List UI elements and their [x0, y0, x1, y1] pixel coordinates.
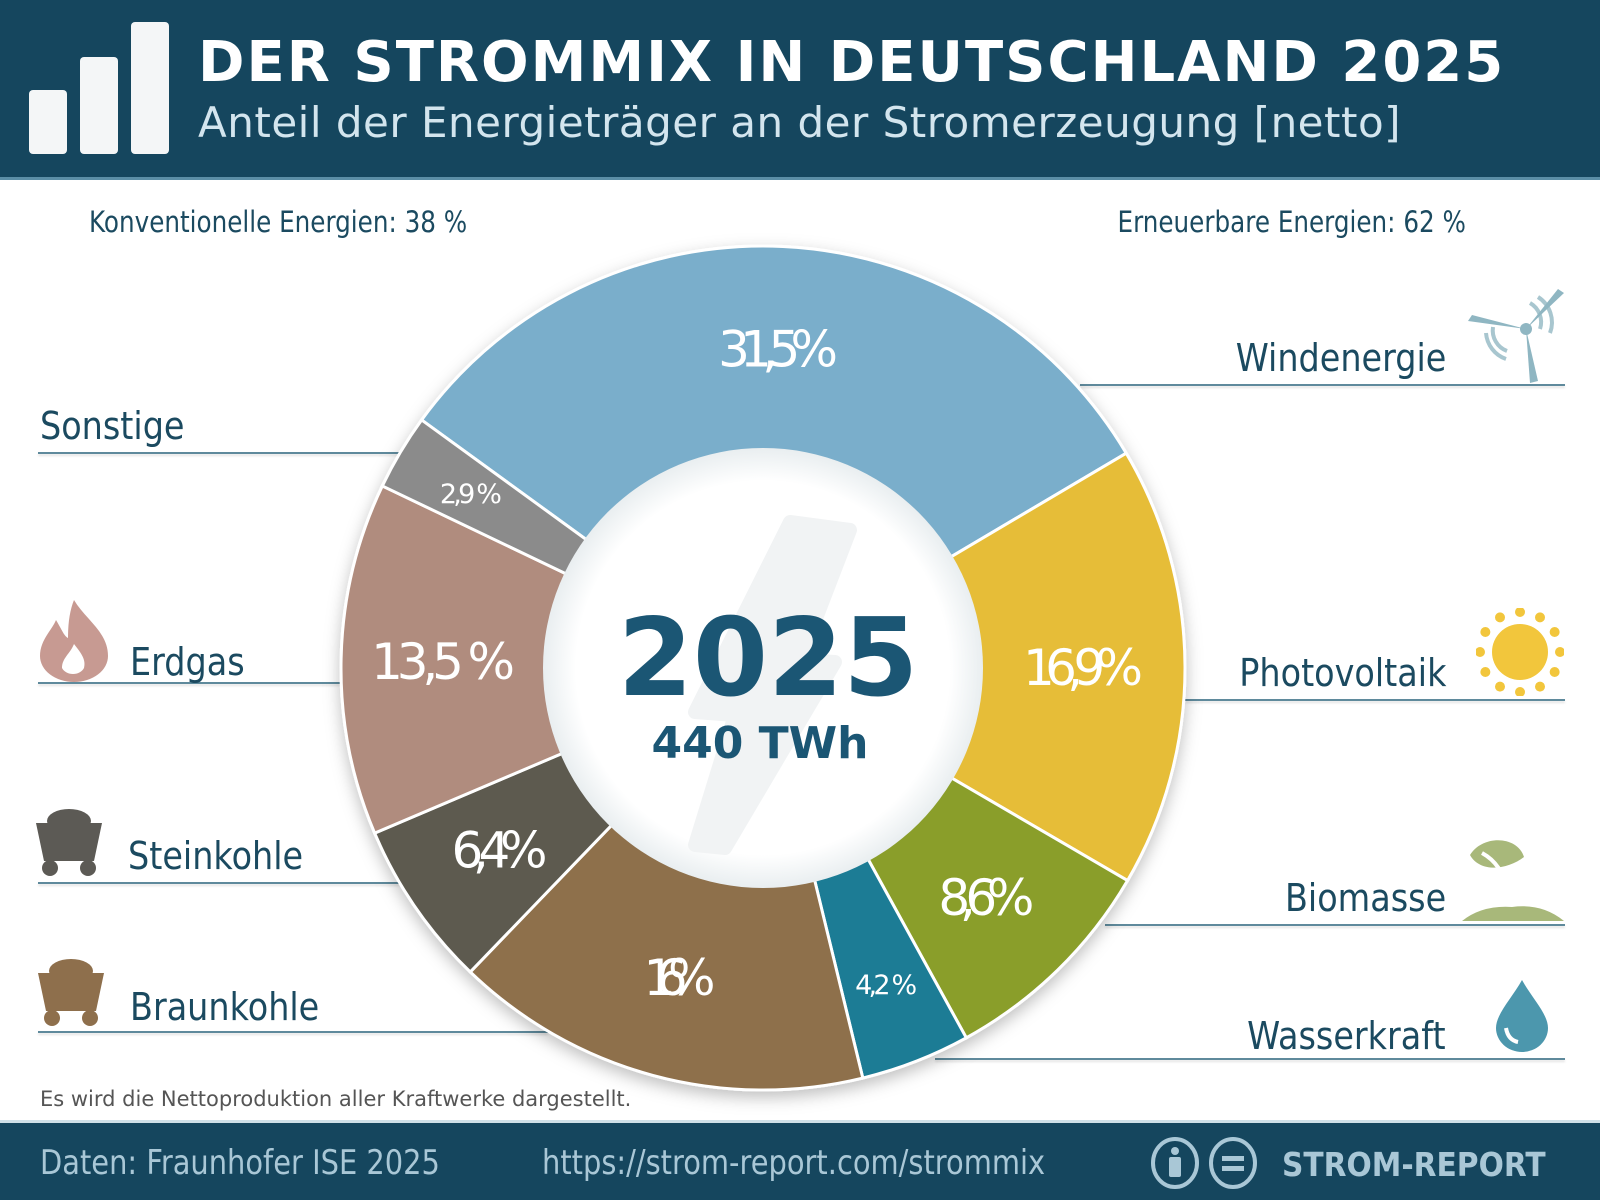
- data-source: Daten: Fraunhofer ISE 2025: [40, 1143, 440, 1183]
- cc-nd-icon: [1209, 1137, 1257, 1189]
- label-braunkohle: Braunkohle: [130, 985, 320, 1029]
- footer: Daten: Fraunhofer ISE 2025 https://strom…: [0, 1120, 1600, 1200]
- leader-line-windenergie: [1080, 384, 1565, 386]
- data-label-photovoltaik: 16,9%: [1023, 639, 1143, 697]
- mine-cart-icon: [36, 809, 102, 876]
- flame-icon: [40, 600, 108, 682]
- center-year: 2025: [618, 596, 919, 721]
- data-label-braunkohle: 16%: [644, 949, 716, 1007]
- leader-line-braunkohle: [38, 1031, 548, 1033]
- data-label-windenergie: 31,5%: [718, 320, 838, 378]
- leader-line-sonstige: [38, 452, 400, 454]
- page-title: DER STROMMIX IN DEUTSCHLAND 2025: [198, 30, 1506, 95]
- label-windenergie: Windenergie: [1235, 336, 1446, 380]
- header: DER STROMMIX IN DEUTSCHLAND 2025 Anteil …: [0, 0, 1600, 180]
- data-label-wasserkraft: 4,2 %: [855, 970, 917, 1001]
- leader-line-steinkohle: [38, 882, 400, 884]
- data-label-steinkohle: 6,4%: [451, 822, 547, 880]
- leader-line-photovoltaik: [1185, 699, 1565, 701]
- label-erdgas: Erdgas: [130, 640, 245, 684]
- leader-line-wasserkraft: [935, 1058, 1565, 1060]
- brand-logo: STROM-REPORT: [1282, 1145, 1546, 1184]
- water-drop-icon: [1496, 980, 1548, 1052]
- source-link[interactable]: https://strom-report.com/strommix: [542, 1143, 1046, 1183]
- lightning-bolt-icon: [688, 515, 857, 855]
- conventional-share: Konventionelle Energien: 38 %: [89, 205, 468, 239]
- footnote: Es wird die Nettoproduktion aller Kraftw…: [40, 1087, 632, 1111]
- data-label-sonstige: 2,9 %: [440, 479, 502, 510]
- cc-by-icon: [1151, 1137, 1199, 1189]
- page-subtitle: Anteil der Energieträger an der Stromerz…: [198, 98, 1402, 147]
- bar-chart-icon: [29, 22, 169, 154]
- label-biomasse: Biomasse: [1284, 876, 1446, 920]
- label-wasserkraft: Wasserkraft: [1247, 1014, 1446, 1058]
- renewable-share: Erneuerbare Energien: 62 %: [1117, 205, 1466, 239]
- leader-line-biomasse: [1105, 924, 1565, 926]
- leader-line-erdgas: [38, 682, 348, 684]
- mine-cart-icon: [38, 959, 104, 1026]
- plant-icon: [1462, 840, 1564, 921]
- label-photovoltaik: Photovoltaik: [1238, 651, 1446, 695]
- sun-icon: [1476, 608, 1564, 696]
- data-label-erdgas: 13,5 %: [371, 633, 515, 691]
- label-steinkohle: Steinkohle: [128, 834, 304, 878]
- center-total: 440 TWh: [651, 718, 868, 769]
- data-label-biomasse: 8,6%: [938, 869, 1034, 927]
- wind-turbine-icon: [1468, 289, 1564, 383]
- label-sonstige: Sonstige: [40, 404, 185, 448]
